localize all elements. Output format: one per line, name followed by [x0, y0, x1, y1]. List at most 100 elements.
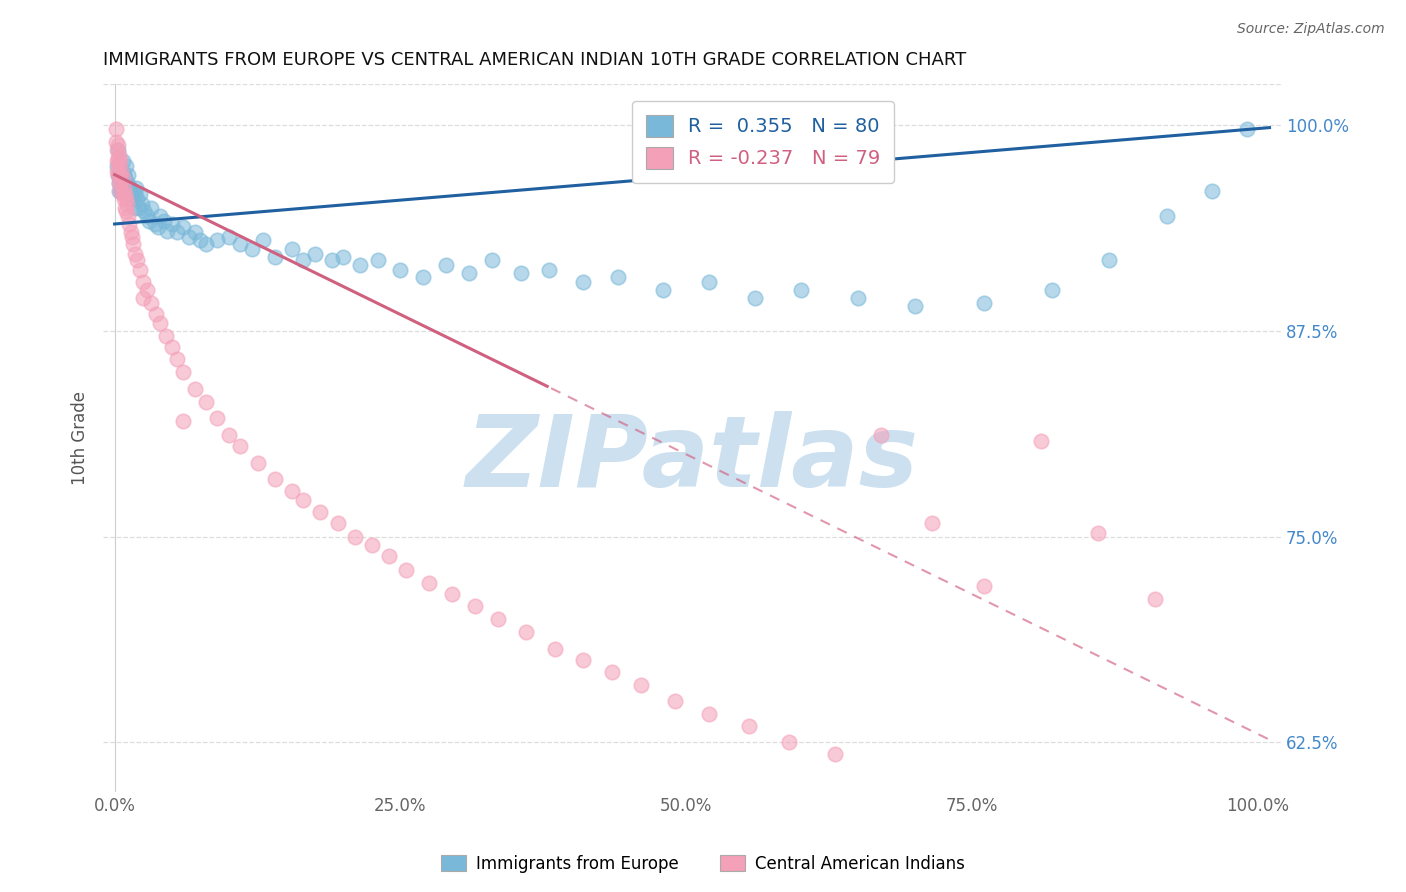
Point	[172, 220, 194, 235]
Point	[115, 192, 138, 206]
Point	[145, 308, 167, 322]
Point	[738, 719, 761, 733]
Point	[155, 329, 177, 343]
Text: IMMIGRANTS FROM EUROPE VS CENTRAL AMERICAN INDIAN 10TH GRADE CORRELATION CHART: IMMIGRANTS FROM EUROPE VS CENTRAL AMERIC…	[103, 51, 966, 69]
Point	[281, 242, 304, 256]
Point	[112, 181, 135, 195]
Point	[440, 587, 463, 601]
Point	[115, 176, 138, 190]
Point	[117, 168, 139, 182]
Point	[124, 246, 146, 260]
Point	[652, 283, 675, 297]
Point	[412, 269, 434, 284]
Point	[1144, 592, 1167, 607]
Point	[112, 181, 135, 195]
Point	[115, 203, 138, 218]
Point	[156, 223, 179, 237]
Point	[389, 263, 412, 277]
Point	[252, 234, 274, 248]
Point	[486, 612, 509, 626]
Point	[321, 253, 343, 268]
Point	[107, 168, 129, 182]
Point	[1201, 184, 1223, 198]
Point	[112, 168, 135, 182]
Point	[114, 201, 136, 215]
Point	[121, 184, 143, 198]
Point	[697, 275, 720, 289]
Point	[1098, 253, 1121, 268]
Point	[105, 143, 128, 157]
Point	[697, 707, 720, 722]
Point	[183, 382, 205, 396]
Point	[572, 275, 595, 289]
Point	[111, 176, 134, 190]
Point	[1156, 209, 1178, 223]
Point	[120, 184, 142, 198]
Point	[229, 236, 252, 251]
Point	[166, 225, 188, 239]
Point	[177, 230, 200, 244]
Point	[107, 168, 129, 182]
Point	[824, 747, 846, 761]
Y-axis label: 10th Grade: 10th Grade	[72, 391, 89, 485]
Point	[229, 439, 252, 453]
Point	[458, 266, 481, 280]
Point	[367, 253, 389, 268]
Point	[1040, 283, 1063, 297]
Point	[141, 201, 163, 215]
Point	[115, 197, 138, 211]
Point	[115, 160, 138, 174]
Point	[349, 258, 371, 272]
Point	[124, 187, 146, 202]
Point	[418, 575, 440, 590]
Point	[343, 530, 366, 544]
Point	[138, 213, 160, 227]
Point	[378, 549, 401, 564]
Point	[195, 236, 218, 251]
Point	[172, 365, 194, 379]
Point	[143, 217, 166, 231]
Point	[121, 236, 143, 251]
Point	[360, 538, 382, 552]
Point	[973, 296, 995, 310]
Point	[309, 505, 332, 519]
Point	[121, 192, 143, 206]
Point	[105, 154, 128, 169]
Point	[195, 394, 218, 409]
Point	[134, 203, 156, 218]
Point	[105, 160, 128, 174]
Point	[538, 263, 561, 277]
Point	[118, 217, 141, 231]
Point	[481, 253, 503, 268]
Point	[132, 275, 155, 289]
Point	[128, 263, 150, 277]
Text: Source: ZipAtlas.com: Source: ZipAtlas.com	[1237, 22, 1385, 37]
Point	[110, 168, 132, 182]
Point	[606, 269, 628, 284]
Point	[110, 160, 132, 174]
Point	[630, 678, 652, 692]
Point	[778, 735, 800, 749]
Point	[128, 187, 150, 202]
Point	[111, 154, 134, 169]
Point	[149, 316, 172, 330]
Point	[326, 516, 349, 531]
Point	[132, 291, 155, 305]
Point	[218, 427, 240, 442]
Point	[110, 170, 132, 185]
Point	[292, 493, 315, 508]
Point	[544, 641, 567, 656]
Point	[572, 653, 595, 667]
Point	[117, 187, 139, 202]
Point	[108, 148, 131, 162]
Point	[207, 234, 229, 248]
Point	[1029, 434, 1052, 449]
Point	[115, 184, 138, 198]
Point	[1236, 121, 1258, 136]
Point	[128, 201, 150, 215]
Point	[166, 351, 188, 366]
Point	[110, 184, 132, 198]
Text: ZIPatlas: ZIPatlas	[465, 410, 918, 508]
Point	[108, 160, 131, 174]
Point	[118, 179, 141, 194]
